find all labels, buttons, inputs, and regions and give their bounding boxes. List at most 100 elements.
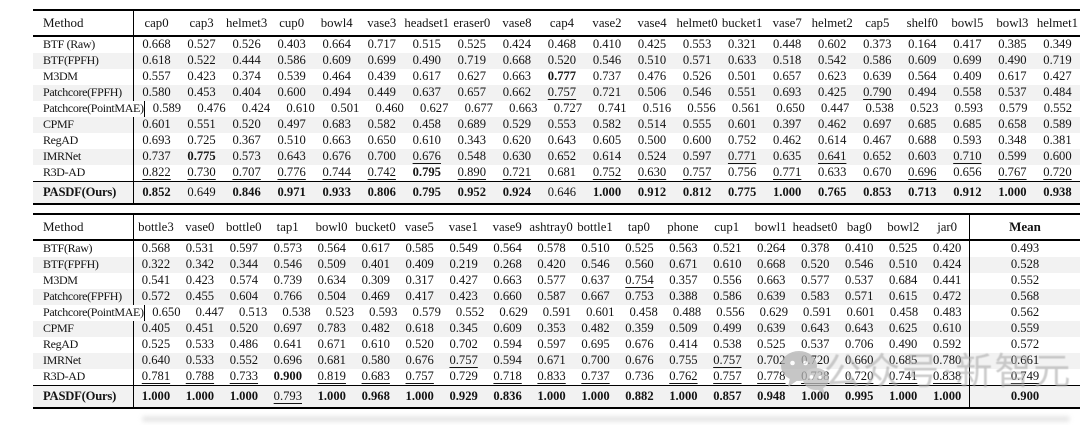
method-cell: RegAD	[33, 132, 134, 149]
value-cell: 0.640	[141, 353, 171, 367]
value-cell: 0.853	[863, 185, 892, 199]
table-row: RegAD 0.525 0.533 0.486 0.641 0.671 0.610 0.520…	[33, 336, 1080, 353]
value-cell: 0.556	[687, 101, 716, 115]
value-cell: 0.486	[229, 337, 259, 351]
value-cell: 0.822	[142, 165, 171, 179]
value-cell: 0.660	[493, 289, 522, 303]
column-header-cell: headset0	[792, 219, 838, 234]
value-cell: 0.601	[727, 117, 757, 131]
table-row: IMRNet 0.737 0.775 0.573 0.643 0.676 0.700 0.67…	[33, 148, 1080, 165]
table-row: Patchcore(FPFH) 0.580 0.453 0.404 0.600 0.494…	[33, 84, 1080, 101]
value-cell: 0.538	[282, 305, 311, 319]
value-cell: 0.552	[455, 305, 485, 319]
value-cell: 0.725	[187, 133, 216, 147]
column-header-cell: vase3	[367, 15, 397, 30]
value-cell: 0.444	[232, 53, 261, 67]
column-header-cell: vase0	[185, 219, 215, 234]
value-cell: 0.510	[581, 241, 610, 255]
value-cell: 0.623	[818, 69, 847, 83]
value-cell: 0.933	[322, 185, 351, 199]
value-cell: 0.403	[277, 37, 306, 51]
value-cell: 0.783	[317, 321, 346, 335]
column-header-cell: tap0	[627, 219, 650, 234]
value-cell: 0.525	[141, 337, 171, 351]
value-cell: 0.564	[493, 241, 522, 255]
method-cell: BTF(Raw)	[33, 240, 134, 257]
value-cell: 0.741	[598, 101, 627, 115]
value-cell: 0.656	[953, 165, 982, 179]
method-cell: Patchcore(FPFH)	[33, 84, 134, 101]
value-cell: 0.739	[273, 273, 302, 287]
value-cell: 0.424	[241, 101, 271, 115]
header-row: Method cap0 cap3 helmet3 cup0 bowl4 vase3 heads…	[33, 11, 1080, 35]
value-cell: 0.525	[625, 241, 654, 255]
column-header-cell: bowl4	[320, 15, 353, 30]
value-cell: 0.484	[1043, 85, 1072, 99]
cells-group: 0.781 0.788 0.733 0.900 0.819 0.683 0.757 0.729…	[134, 369, 969, 385]
value-cell: 0.757	[713, 369, 742, 383]
value-cell: 0.539	[277, 69, 306, 83]
method-cell: IMRNet	[33, 148, 134, 165]
value-cell: 0.643	[845, 321, 874, 335]
value-cell: 0.423	[185, 273, 215, 287]
value-cell: 0.912	[953, 185, 982, 199]
value-cell: 0.414	[669, 337, 698, 351]
value-cell: 0.693	[142, 133, 171, 147]
value-cell: 0.684	[889, 273, 918, 287]
mean-value-cell: 0.552	[969, 272, 1080, 289]
value-cell: 0.586	[713, 289, 742, 303]
column-header-cell: vase1	[448, 219, 478, 234]
table-row: R3D-AD 0.781 0.788 0.733 0.900 0.819 0.683 0.75…	[33, 368, 1080, 385]
value-cell: 0.639	[863, 69, 892, 83]
method-cell: BTF(FPFH)	[33, 256, 134, 273]
column-header-cell: jar0	[937, 219, 958, 234]
value-cell: 0.476	[637, 69, 667, 83]
value-cell: 0.509	[669, 321, 698, 335]
value-cell: 0.618	[405, 321, 434, 335]
value-cell: 0.564	[317, 241, 346, 255]
mean-value-cell: 0.749	[969, 368, 1080, 385]
value-cell: 0.353	[537, 321, 566, 335]
value-cell: 0.490	[412, 53, 441, 67]
value-cell: 0.742	[367, 165, 396, 179]
value-cell: 0.268	[493, 257, 522, 271]
value-cell: 0.601	[142, 117, 171, 131]
method-cell: R3D-AD	[33, 368, 134, 385]
method-cell: PASDF(Ours)	[33, 182, 134, 203]
value-cell: 0.952	[457, 185, 487, 199]
value-cell: 0.219	[449, 257, 478, 271]
value-cell: 0.359	[625, 321, 654, 335]
value-cell: 0.343	[457, 133, 487, 147]
value-cell: 0.546	[581, 257, 610, 271]
value-cell: 0.681	[317, 353, 346, 367]
value-cell: 0.546	[845, 257, 874, 271]
value-cell: 0.378	[801, 241, 830, 255]
value-cell: 0.573	[273, 241, 302, 255]
column-header-cell: bowl3	[996, 15, 1029, 30]
value-cell: 0.373	[863, 37, 892, 51]
column-header-cell: cap4	[549, 15, 575, 30]
value-cell: 1.000	[932, 389, 962, 403]
value-cell: 0.494	[908, 85, 937, 99]
cells-group: 0.650 0.447 0.513 0.538 0.523 0.593 0.579 0.552…	[145, 305, 969, 321]
value-cell: 0.523	[325, 305, 355, 319]
value-cell: 0.681	[547, 165, 577, 179]
value-cell: 0.713	[908, 185, 937, 199]
column-header-cell: bottle1	[577, 219, 613, 234]
value-cell: 1.000	[669, 389, 698, 403]
value-cell: 0.717	[367, 37, 396, 51]
value-cell: 0.455	[185, 289, 215, 303]
value-cell: 0.625	[889, 321, 918, 335]
value-cell: 0.643	[801, 321, 830, 335]
value-cell: 0.852	[142, 185, 171, 199]
value-cell: 0.462	[773, 133, 802, 147]
value-cell: 0.385	[998, 37, 1027, 51]
value-cell: 0.552	[229, 353, 259, 367]
cells-group: 0.822 0.730 0.707 0.776 0.744 0.742 0.795 0.890…	[134, 165, 1080, 181]
table-row: IMRNet 0.640 0.533 0.552 0.696 0.681 0.580 0.67…	[33, 352, 1080, 369]
value-cell: 1.000	[998, 185, 1027, 199]
value-cell: 0.652	[547, 149, 577, 163]
value-cell: 0.693	[773, 85, 802, 99]
value-cell: 0.537	[801, 337, 830, 351]
